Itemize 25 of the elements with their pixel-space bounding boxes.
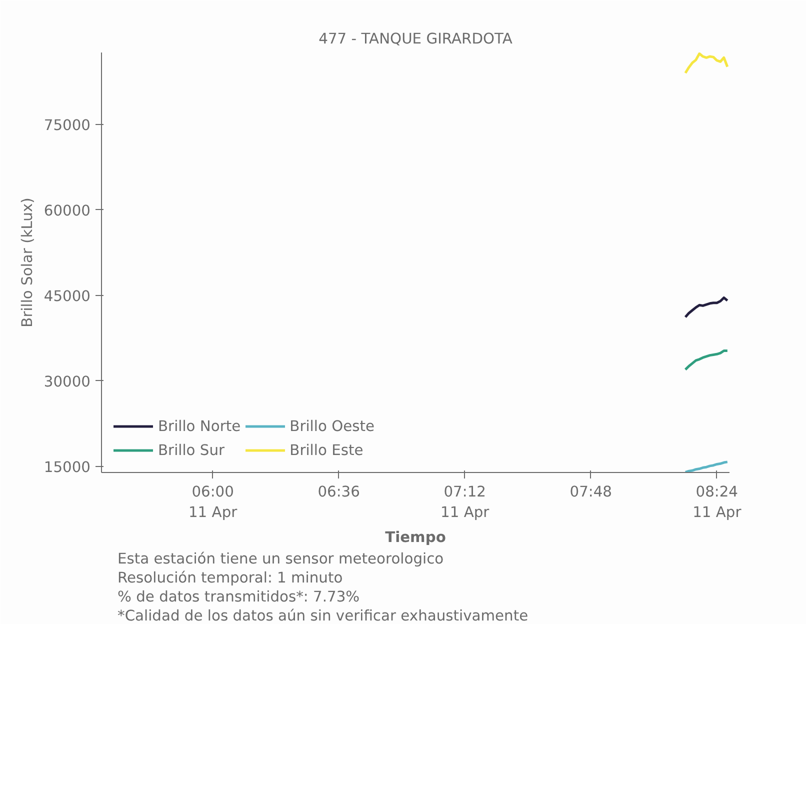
x-tick-label: 08:24 11 Apr: [692, 484, 742, 521]
y-tick-label: 15000: [44, 459, 90, 476]
text: Resolución temporal: 1 minuto: [118, 570, 343, 586]
x-tick-label: 07:48: [570, 484, 612, 500]
chart-title: 477 - TANQUE GIRARDOTA: [318, 30, 512, 48]
x-tick-label: 06:36: [318, 484, 360, 500]
text: % de datos transmitidos*: 7.73%: [118, 588, 360, 606]
y-tick-label: 75000: [44, 116, 90, 134]
x-tick-label: 06:00 11 Apr: [188, 484, 238, 521]
legend-label: Brillo Sur: [158, 442, 225, 458]
text: *Calidad de los datos aún sin verificar exhaustivamente: [118, 608, 528, 624]
legend-label: Brillo Norte: [158, 418, 241, 434]
legend-label: Brillo Oeste: [290, 418, 375, 434]
legend-label: Brillo Este: [290, 442, 364, 458]
y-tick-label: 45000: [44, 288, 90, 305]
y-axis-title: Brillo Solar (kLux): [18, 198, 36, 328]
text: Esta estación tiene un sensor meteorologico: [118, 550, 444, 568]
line-series: [684, 296, 729, 318]
x-tick-label: 07:12 11 Apr: [440, 484, 490, 521]
line-series: [684, 350, 729, 371]
y-tick-label: 30000: [44, 373, 90, 390]
line-series: [684, 52, 729, 74]
y-tick-label: 60000: [44, 202, 90, 220]
line-series: [684, 460, 729, 472]
x-axis-title: Tiempo: [385, 528, 446, 546]
